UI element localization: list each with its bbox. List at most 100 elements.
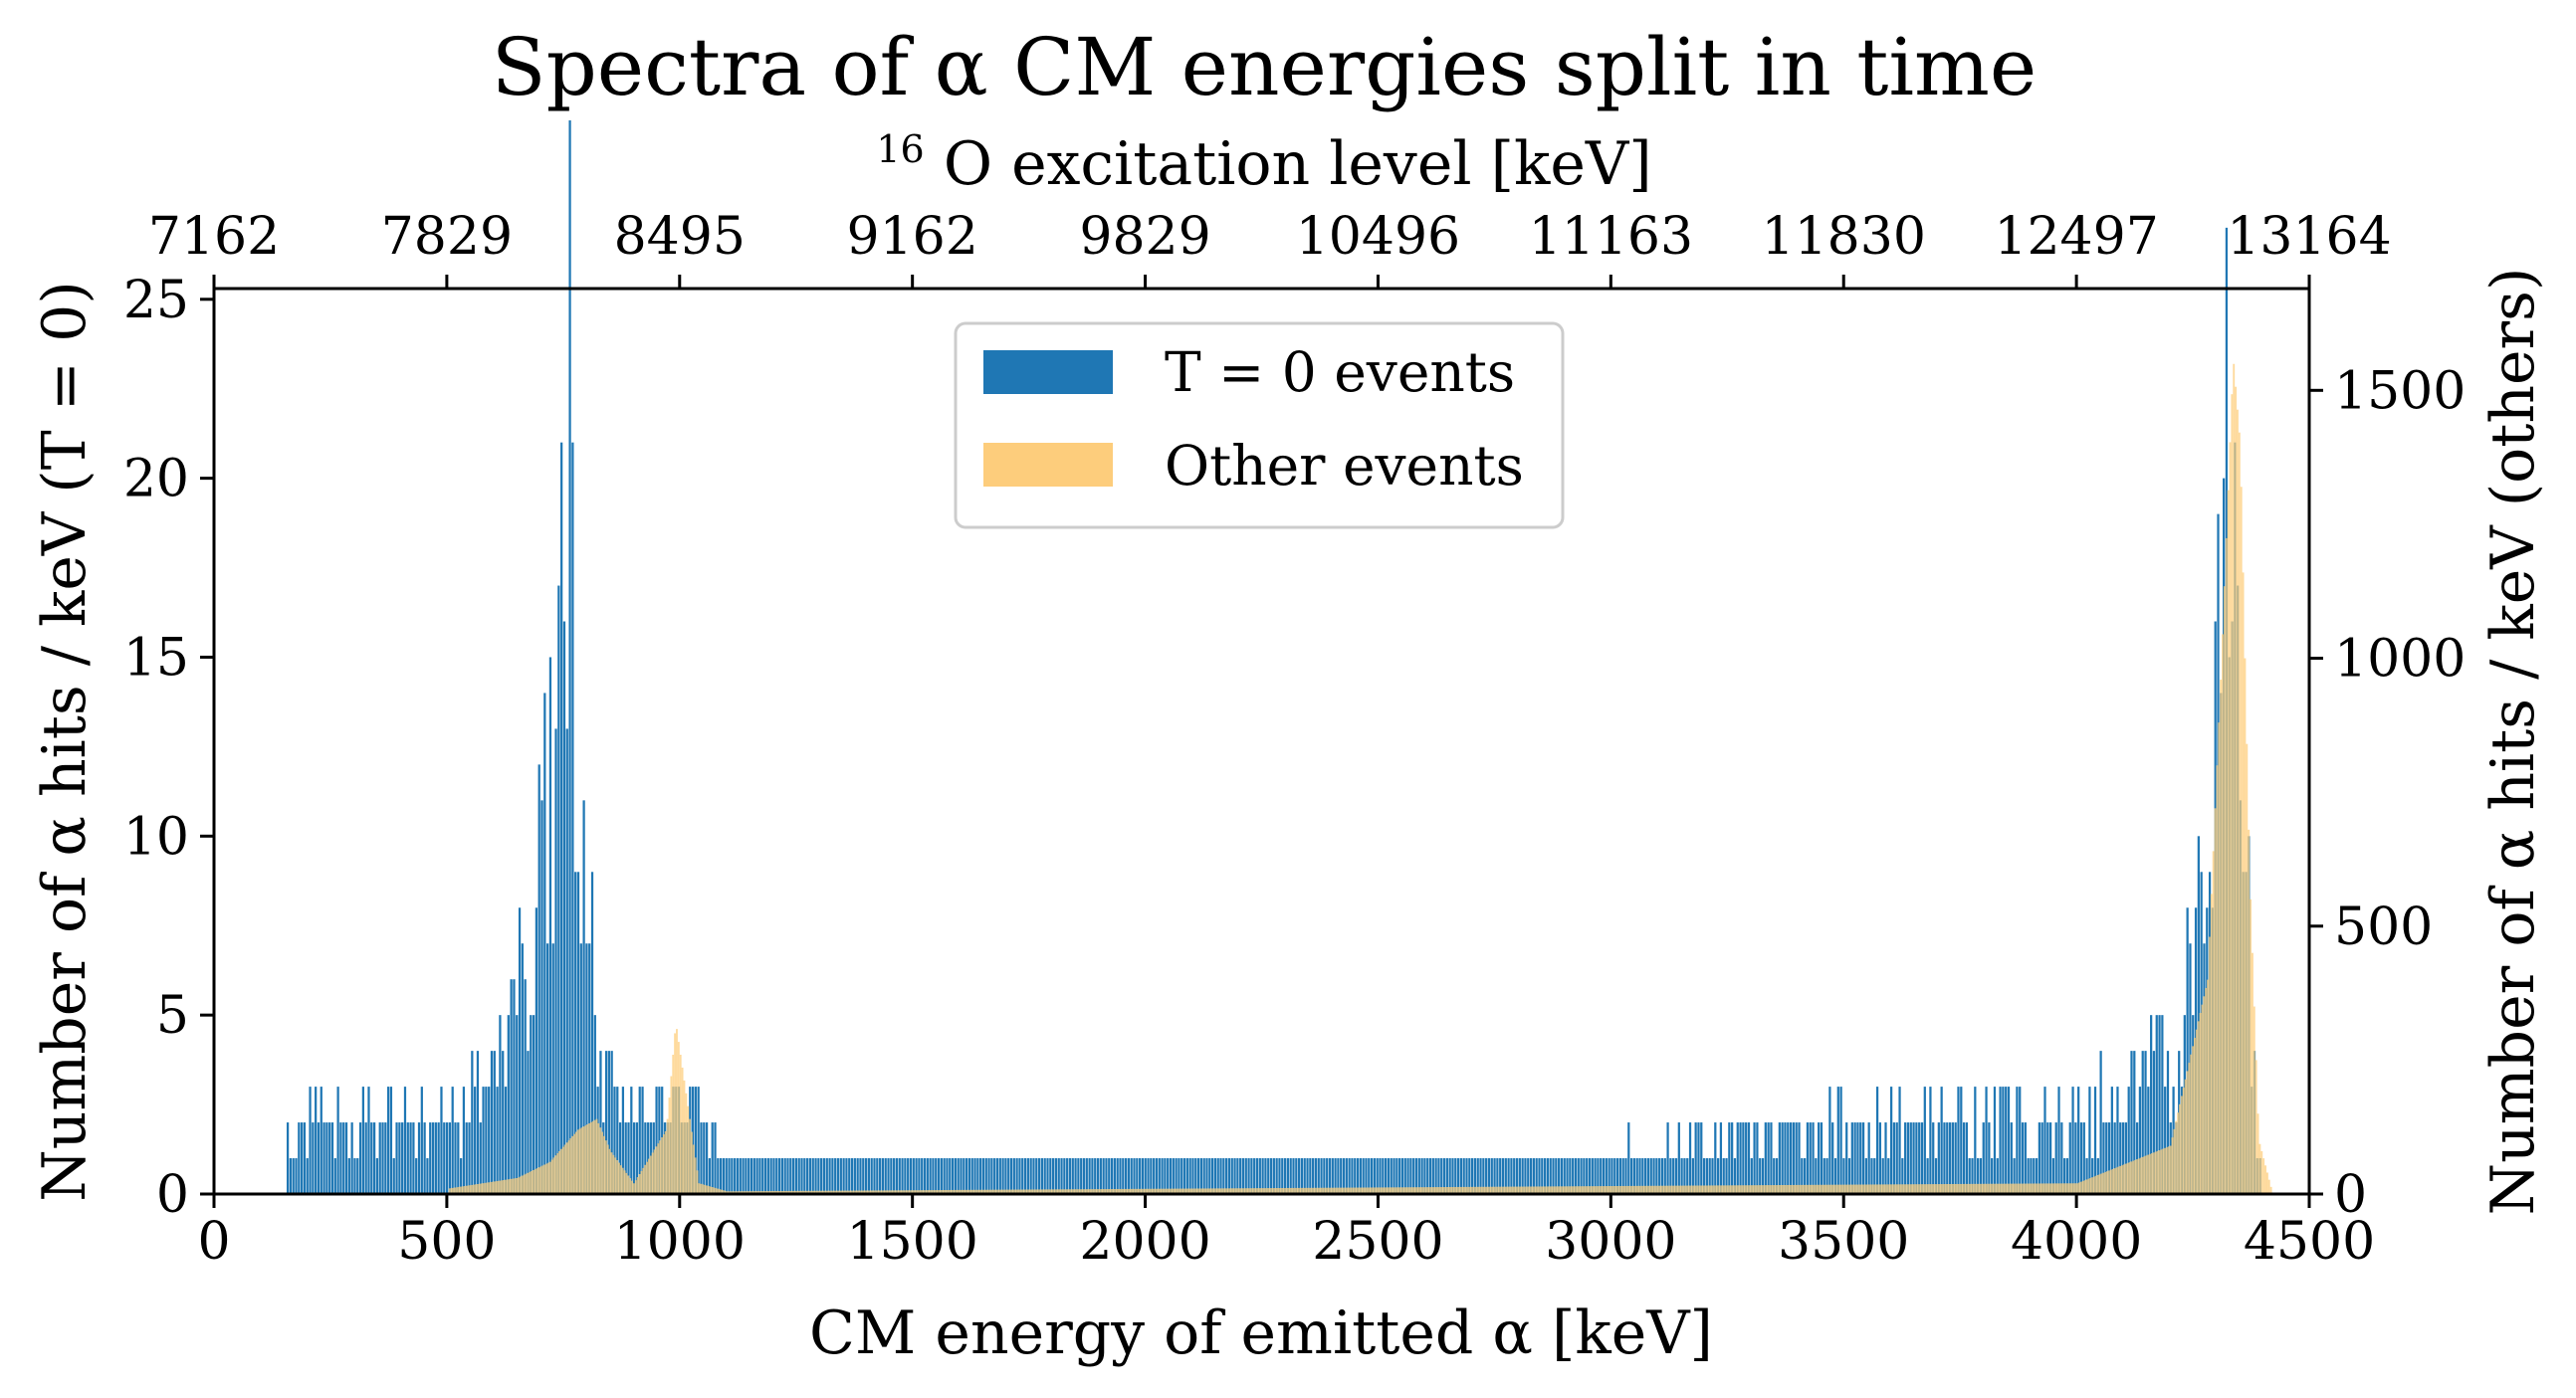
bar-others <box>662 1134 665 1194</box>
bar-others <box>452 1187 455 1194</box>
bar-t0 <box>842 1158 845 1194</box>
bar-others <box>2081 1180 2084 1194</box>
bar-others <box>1348 1187 1351 1194</box>
bar-others <box>2229 442 2232 1194</box>
bar-t0 <box>1971 1158 1974 1194</box>
bar-others <box>1459 1186 1462 1194</box>
bar-t0 <box>1196 1158 1200 1194</box>
bar-others <box>1702 1185 1704 1194</box>
bar-others <box>601 1131 604 1194</box>
bar-others <box>918 1190 921 1194</box>
bar-t0 <box>1409 1158 1412 1194</box>
bar-t0 <box>1546 1158 1550 1194</box>
bar-t0 <box>1049 1158 1052 1194</box>
bar-t0 <box>943 1158 946 1194</box>
bar-t0 <box>1948 1122 1952 1194</box>
bar-others <box>1601 1186 1604 1194</box>
bar-t0 <box>1787 1122 1790 1194</box>
bar-t0 <box>507 1015 510 1194</box>
bar-others <box>573 1133 575 1194</box>
bar-others <box>556 1153 559 1194</box>
bar-others <box>491 1181 494 1194</box>
bar-t0 <box>1110 1158 1114 1194</box>
bar-others <box>2124 1163 2127 1194</box>
bar-others <box>880 1190 883 1194</box>
bar-t0 <box>965 1158 968 1194</box>
bar-t0 <box>1828 1087 1831 1194</box>
bar-t0 <box>401 1122 404 1194</box>
bar-others <box>1245 1188 1248 1194</box>
bar-others <box>2128 1162 2131 1194</box>
bar-others <box>1156 1188 1159 1194</box>
bar-others <box>1983 1183 1986 1194</box>
bar-others <box>1204 1188 1207 1194</box>
bar-t0 <box>2019 1087 2022 1194</box>
bar-t0 <box>571 442 574 1194</box>
bar-others <box>1181 1188 1182 1194</box>
bar-others <box>794 1190 797 1194</box>
bar-others <box>1198 1188 1201 1194</box>
bar-t0 <box>1119 1158 1122 1194</box>
top-tick-label: 13164 <box>2227 207 2391 267</box>
bar-t0 <box>409 1122 412 1194</box>
bar-t0 <box>817 1158 820 1194</box>
bar-others <box>582 1126 585 1194</box>
bar-t0 <box>1555 1158 1558 1194</box>
bar-others <box>815 1190 818 1194</box>
bar-others <box>1572 1186 1574 1194</box>
bar-others <box>2205 987 2208 1194</box>
bar-t0 <box>1136 1158 1139 1194</box>
bar-t0 <box>973 1158 976 1194</box>
bar-others <box>959 1189 962 1194</box>
bar-t0 <box>1281 1158 1284 1194</box>
bar-others <box>1649 1185 1652 1194</box>
bar-t0 <box>960 1158 963 1194</box>
bar-others <box>1662 1185 1665 1194</box>
bar-others <box>619 1165 622 1194</box>
bar-t0 <box>1672 1158 1675 1194</box>
bar-others <box>933 1190 936 1194</box>
bar-others <box>1523 1186 1526 1194</box>
bar-others <box>1115 1188 1118 1194</box>
bar-others <box>1355 1187 1358 1194</box>
bar-others <box>1312 1187 1315 1194</box>
bar-others <box>1846 1184 1849 1194</box>
bar-others <box>2186 1071 2189 1194</box>
bar-others <box>1739 1185 1742 1194</box>
bar-others <box>1063 1189 1066 1194</box>
bar-others <box>636 1177 639 1194</box>
bar-t0 <box>2063 1158 2066 1194</box>
bar-others <box>1007 1189 1009 1194</box>
bar-t0 <box>1890 1087 1893 1194</box>
bar-t0 <box>1255 1158 1259 1194</box>
bar-others <box>1095 1189 1097 1194</box>
bar-others <box>1271 1188 1274 1194</box>
bar-t0 <box>1412 1158 1415 1194</box>
bar-others <box>895 1190 898 1194</box>
bar-others <box>2240 487 2243 1194</box>
bar-t0 <box>1632 1158 1636 1194</box>
bar-others <box>1110 1189 1112 1194</box>
bar-others <box>2072 1183 2075 1194</box>
bar-others <box>692 1144 695 1194</box>
bar-others <box>495 1181 498 1194</box>
bar-t0 <box>585 943 588 1194</box>
bar-t0 <box>1635 1158 1638 1194</box>
bar-others <box>1912 1184 1915 1194</box>
bar-others <box>1587 1186 1589 1194</box>
bar-t0 <box>1926 1158 1929 1194</box>
bar-others <box>2085 1179 2088 1194</box>
bar-t0 <box>499 1015 502 1194</box>
bar-others <box>946 1189 949 1194</box>
bar-t0 <box>839 1158 842 1194</box>
bar-others <box>1806 1184 1809 1194</box>
bar-others <box>724 1190 727 1194</box>
bar-others <box>532 1170 535 1194</box>
bar-others <box>497 1180 500 1194</box>
bar-others <box>1735 1185 1738 1194</box>
bar-others <box>1617 1185 1620 1194</box>
bar-t0 <box>482 1087 485 1194</box>
bar-others <box>696 1170 699 1194</box>
y-left-tick-label: 0 <box>156 1165 189 1225</box>
bar-t0 <box>465 1122 468 1194</box>
